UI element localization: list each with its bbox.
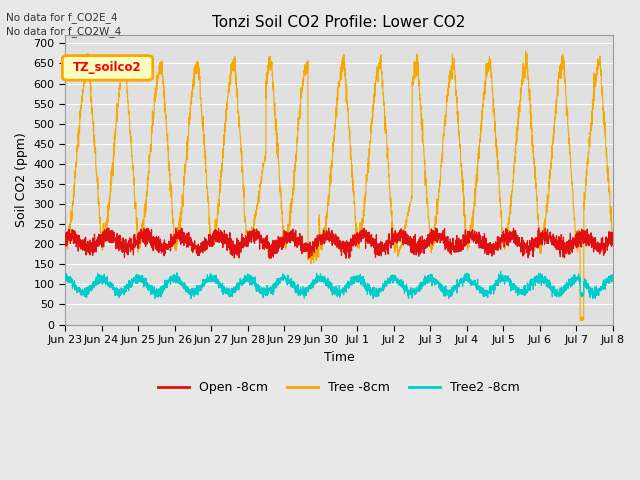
Open -8cm xyxy=(296,237,303,243)
Line: Tree2 -8cm: Tree2 -8cm xyxy=(65,271,613,299)
Open -8cm xyxy=(104,225,111,231)
Tree2 -8cm xyxy=(124,284,131,289)
Tree -8cm xyxy=(124,91,131,96)
Tree2 -8cm xyxy=(61,276,69,281)
Open -8cm xyxy=(609,230,617,236)
Open -8cm xyxy=(61,231,69,237)
Tree -8cm xyxy=(540,230,547,236)
Tree2 -8cm xyxy=(598,283,606,288)
Tree -8cm xyxy=(598,91,606,97)
Open -8cm xyxy=(156,248,164,253)
X-axis label: Time: Time xyxy=(324,350,355,363)
Tree2 -8cm xyxy=(609,274,617,279)
Tree -8cm xyxy=(61,239,69,245)
Legend: Open -8cm, Tree -8cm, Tree2 -8cm: Open -8cm, Tree -8cm, Tree2 -8cm xyxy=(153,376,525,399)
Line: Tree -8cm: Tree -8cm xyxy=(65,51,613,321)
Open -8cm xyxy=(598,235,606,240)
Text: No data for f_CO2E_4: No data for f_CO2E_4 xyxy=(6,12,118,23)
Tree2 -8cm xyxy=(271,285,279,291)
Line: Open -8cm: Open -8cm xyxy=(65,228,613,258)
Tree -8cm xyxy=(295,118,303,123)
Tree -8cm xyxy=(578,318,586,324)
Tree -8cm xyxy=(156,71,164,77)
Text: No data for f_CO2W_4: No data for f_CO2W_4 xyxy=(6,26,122,37)
Title: Tonzi Soil CO2 Profile: Lower CO2: Tonzi Soil CO2 Profile: Lower CO2 xyxy=(212,15,466,30)
Tree2 -8cm xyxy=(151,296,159,301)
Open -8cm xyxy=(540,231,547,237)
Open -8cm xyxy=(272,247,280,252)
Open -8cm xyxy=(266,255,273,261)
Y-axis label: Soil CO2 (ppm): Soil CO2 (ppm) xyxy=(15,132,28,228)
Tree2 -8cm xyxy=(497,268,504,274)
Tree2 -8cm xyxy=(295,290,303,296)
Open -8cm xyxy=(124,243,132,249)
Tree -8cm xyxy=(522,48,529,54)
Tree2 -8cm xyxy=(156,285,164,291)
Text: TZ_soilco2: TZ_soilco2 xyxy=(73,61,141,74)
FancyBboxPatch shape xyxy=(62,56,153,80)
Tree -8cm xyxy=(271,118,279,124)
Tree2 -8cm xyxy=(540,280,547,286)
Tree -8cm xyxy=(609,242,617,248)
